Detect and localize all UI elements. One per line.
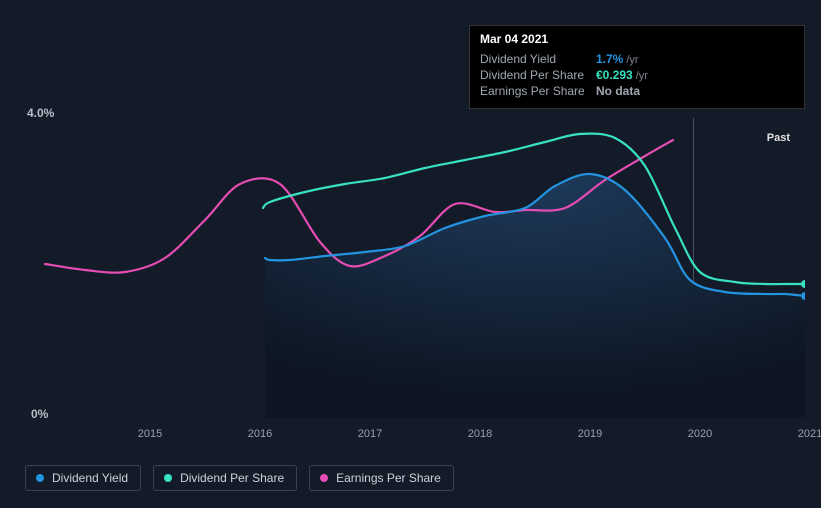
legend-label: Dividend Yield	[52, 471, 128, 485]
tooltip-date: Mar 04 2021	[480, 32, 794, 46]
tooltip-row-value: No data	[596, 84, 640, 98]
x-tick: 2018	[468, 428, 492, 440]
legend-dot-icon	[320, 474, 328, 482]
tooltip-row-label: Dividend Yield	[480, 52, 596, 66]
x-axis: 2015 2016 2017 2018 2019 2020 2021	[50, 428, 821, 442]
legend: Dividend Yield Dividend Per Share Earnings…	[25, 465, 454, 491]
x-tick: 2019	[578, 428, 602, 440]
tooltip-row-label: Earnings Per Share	[480, 84, 596, 98]
tooltip-rows: Dividend Yield1.7%/yrDividend Per Share€…	[480, 52, 794, 98]
legend-label: Earnings Per Share	[336, 471, 441, 485]
chart-svg	[25, 108, 805, 418]
tooltip-row: Earnings Per ShareNo data	[480, 84, 794, 98]
tooltip-row: Dividend Yield1.7%/yr	[480, 52, 794, 66]
tooltip-row-label: Dividend Per Share	[480, 68, 596, 82]
tooltip: Mar 04 2021 Dividend Yield1.7%/yrDividen…	[469, 25, 805, 109]
legend-dot-icon	[164, 474, 172, 482]
legend-item[interactable]: Dividend Per Share	[153, 465, 297, 491]
x-tick: 2015	[138, 428, 162, 440]
x-tick: 2017	[358, 428, 382, 440]
tooltip-row-value: 1.7%/yr	[596, 52, 639, 66]
tooltip-row-value: €0.293/yr	[596, 68, 648, 82]
x-tick: 2020	[688, 428, 712, 440]
tooltip-row: Dividend Per Share€0.293/yr	[480, 68, 794, 82]
legend-item[interactable]: Earnings Per Share	[309, 465, 454, 491]
legend-dot-icon	[36, 474, 44, 482]
plot-area[interactable]	[25, 108, 805, 418]
x-tick: 2016	[248, 428, 272, 440]
legend-item[interactable]: Dividend Yield	[25, 465, 141, 491]
x-tick: 2021	[798, 428, 821, 440]
series-end-dot	[801, 280, 805, 288]
legend-label: Dividend Per Share	[180, 471, 284, 485]
